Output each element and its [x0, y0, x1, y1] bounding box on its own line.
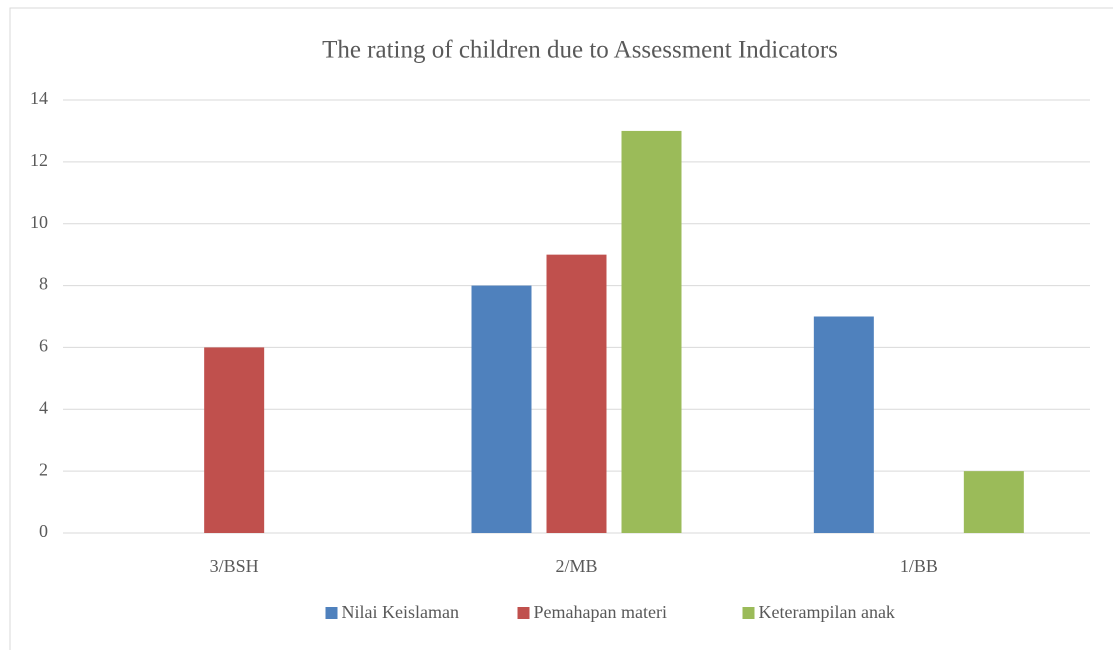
y-tick-label: 14: [30, 88, 48, 108]
bar: [813, 316, 874, 533]
y-tick-label: 12: [30, 150, 48, 170]
bar: [546, 254, 607, 533]
legend-swatch: [325, 607, 338, 619]
x-tick-label: 3/BSH: [210, 556, 259, 576]
bar: [963, 471, 1024, 533]
legend-label: Pemahapan materi: [534, 602, 667, 622]
legend-swatch: [742, 607, 755, 619]
y-tick-label: 2: [39, 459, 48, 479]
y-tick-label: 8: [39, 274, 48, 294]
y-tick-label: 4: [39, 397, 48, 417]
legend-label: Keterampilan anak: [759, 602, 895, 622]
legend-label: Nilai Keislaman: [342, 602, 459, 622]
bar: [204, 347, 265, 533]
chart-frame: [9, 7, 1113, 650]
x-tick-label: 1/BB: [900, 556, 938, 576]
y-tick-label: 0: [39, 521, 48, 541]
y-tick-label: 10: [30, 212, 48, 232]
x-tick-label: 2/MB: [555, 556, 597, 576]
bar: [621, 130, 682, 533]
legend-swatch: [517, 607, 530, 619]
bar: [471, 285, 532, 533]
y-tick-label: 6: [39, 336, 48, 356]
chart-title: The rating of children due to Assessment…: [322, 37, 838, 64]
